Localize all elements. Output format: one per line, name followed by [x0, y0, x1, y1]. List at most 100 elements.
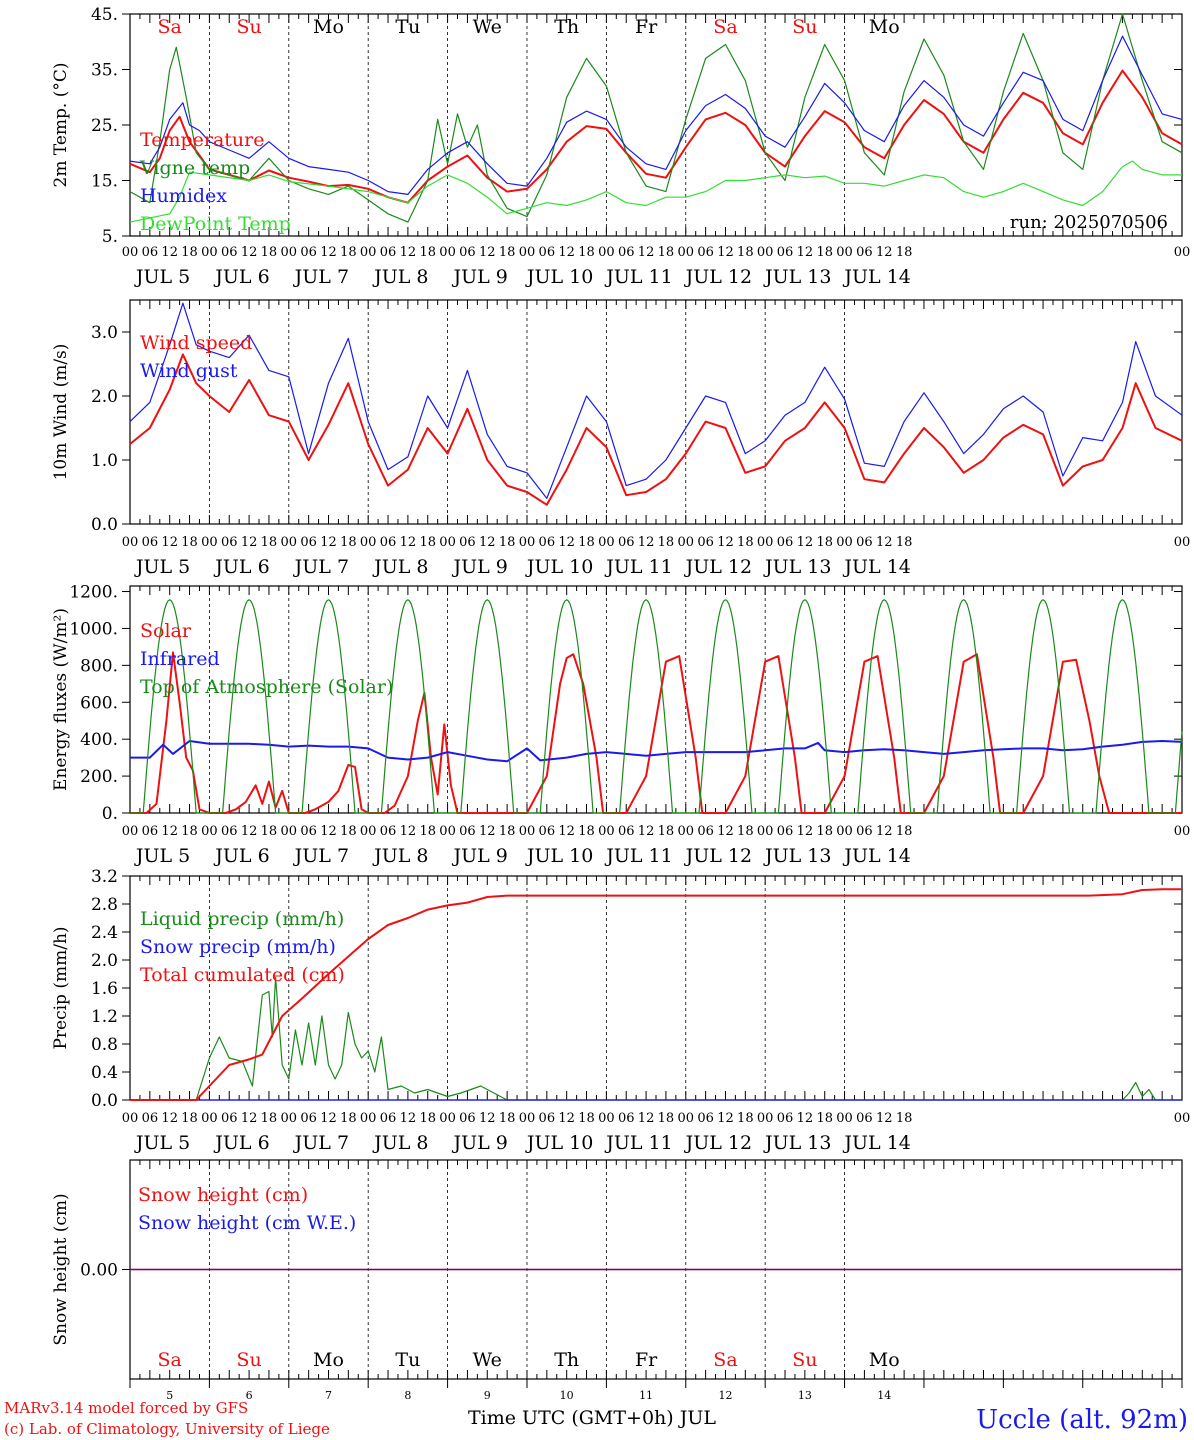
legend-entry: DewPoint Temp — [140, 213, 291, 235]
hour-tick-label: 00 — [281, 535, 298, 550]
date-label: JUL 9 — [451, 266, 507, 288]
hour-tick-label: 12 — [717, 1111, 734, 1126]
hour-tick-label: 12 — [241, 535, 258, 550]
series-line-temperature — [129, 69, 1183, 204]
hour-tick-label: 00 — [281, 824, 298, 839]
weekday-label-bottom: Th — [554, 1349, 579, 1371]
hour-tick-label: 18 — [181, 535, 198, 550]
hour-tick-label: 18 — [816, 824, 833, 839]
hour-tick-label: 00 — [281, 1111, 298, 1126]
series-line-wind-speed — [129, 353, 1183, 506]
date-label: JUL 12 — [684, 1132, 752, 1154]
hour-tick-label: 18 — [261, 535, 278, 550]
weekday-label-top: Sa — [713, 16, 737, 38]
y-tick-label: 3.0 — [91, 323, 118, 343]
series-line-infrared — [130, 740, 1183, 763]
weekday-label-top: Su — [792, 16, 817, 38]
hour-tick-label: 00 — [519, 245, 536, 260]
hour-tick-label: 06 — [459, 1111, 476, 1126]
hour-tick-label: 06 — [777, 824, 794, 839]
station-label: Uccle (alt. 92m) — [976, 1405, 1188, 1435]
day-number-label: 8 — [404, 1389, 411, 1402]
hour-tick-label: 00 — [519, 1111, 536, 1126]
y-tick-label: 35. — [91, 61, 118, 81]
hour-tick-label: 06 — [300, 245, 317, 260]
hour-tick-label: 12 — [400, 1111, 417, 1126]
hour-tick-label: 12 — [479, 1111, 496, 1126]
hour-tick-label: 06 — [459, 535, 476, 550]
series-line-total-cumulated-cm — [130, 888, 1182, 1101]
hour-tick-label: 06 — [300, 824, 317, 839]
hour-tick-label: 06 — [697, 245, 714, 260]
hour-tick-label: 12 — [558, 535, 575, 550]
hour-tick-label: 00 — [1174, 824, 1191, 839]
hour-tick-label: 18 — [737, 824, 754, 839]
hour-tick-label: 00 — [757, 245, 774, 260]
hour-tick-label: 00 — [122, 535, 139, 550]
hour-tick-label: 18 — [181, 824, 198, 839]
legend-entry: Snow height (cm) — [138, 1184, 308, 1206]
panel-energy — [122, 585, 1183, 814]
hour-tick-label: 18 — [499, 824, 516, 839]
hour-tick-label: 12 — [320, 245, 337, 260]
hour-tick-label: 12 — [558, 824, 575, 839]
date-label: JUL 9 — [451, 1132, 507, 1154]
date-label: JUL 5 — [134, 845, 190, 867]
date-label: JUL 8 — [372, 845, 428, 867]
y-tick-label: 1000. — [69, 619, 118, 639]
hour-tick-label: 06 — [777, 535, 794, 550]
y-tick-label: 5. — [102, 227, 118, 247]
date-label: JUL 11 — [604, 845, 672, 867]
hour-tick-label: 12 — [797, 535, 814, 550]
date-label: JUL 13 — [763, 1132, 831, 1154]
hour-tick-label: 12 — [320, 535, 337, 550]
hour-tick-label: 00 — [360, 245, 377, 260]
hour-tick-label: 06 — [697, 824, 714, 839]
hour-tick-label: 00 — [360, 824, 377, 839]
hour-tick-label: 00 — [201, 1111, 218, 1126]
day-number-label: 11 — [639, 1389, 653, 1402]
date-label: JUL 10 — [525, 556, 593, 578]
date-label: JUL 14 — [842, 556, 910, 578]
date-label: JUL 10 — [525, 266, 593, 288]
hour-tick-label: 12 — [161, 1111, 178, 1126]
y-tick-label: 400. — [80, 730, 118, 750]
y-tick-label: 0.4 — [91, 1063, 118, 1083]
y-tick-label: 600. — [80, 693, 118, 713]
hour-tick-label: 06 — [856, 1111, 873, 1126]
date-label: JUL 6 — [213, 266, 269, 288]
date-label: JUL 7 — [293, 556, 349, 578]
day-number-label: 13 — [798, 1389, 812, 1402]
hour-tick-label: 06 — [221, 1111, 238, 1126]
weekday-label-top: Th — [554, 16, 579, 38]
series-line-wind-gust — [129, 302, 1183, 499]
weekday-label-top: Su — [236, 16, 261, 38]
y-tick-label: 2.0 — [91, 951, 118, 971]
hour-tick-label: 12 — [876, 1111, 893, 1126]
date-label: JUL 8 — [372, 556, 428, 578]
model-credit: MARv3.14 model forced by GFS — [4, 1399, 248, 1417]
hour-tick-label: 12 — [161, 535, 178, 550]
hour-tick-label: 12 — [638, 535, 655, 550]
hour-tick-label: 00 — [757, 535, 774, 550]
weekday-label-top: Mo — [869, 16, 900, 38]
hour-tick-label: 06 — [380, 1111, 397, 1126]
hour-tick-label: 12 — [400, 824, 417, 839]
legend-entry: Infrared — [140, 648, 220, 670]
legend-entry: Total cumulated (cm) — [140, 964, 345, 986]
hour-tick-label: 12 — [638, 1111, 655, 1126]
y-tick-label: 200. — [80, 767, 118, 787]
hour-tick-label: 18 — [578, 535, 595, 550]
hour-tick-label: 06 — [142, 1111, 159, 1126]
weekday-label-top: Tu — [395, 16, 420, 38]
legend-entry: Wind gust — [140, 360, 238, 382]
hour-tick-label: 06 — [697, 1111, 714, 1126]
hour-tick-label: 12 — [797, 245, 814, 260]
hour-tick-label: 18 — [499, 535, 516, 550]
day-number-label: 12 — [718, 1389, 732, 1402]
y-tick-label: 2.0 — [91, 387, 118, 407]
hour-tick-label: 00 — [598, 1111, 615, 1126]
hour-tick-label: 06 — [777, 245, 794, 260]
weekday-label-top: Fr — [635, 16, 658, 38]
hour-tick-label: 06 — [300, 535, 317, 550]
